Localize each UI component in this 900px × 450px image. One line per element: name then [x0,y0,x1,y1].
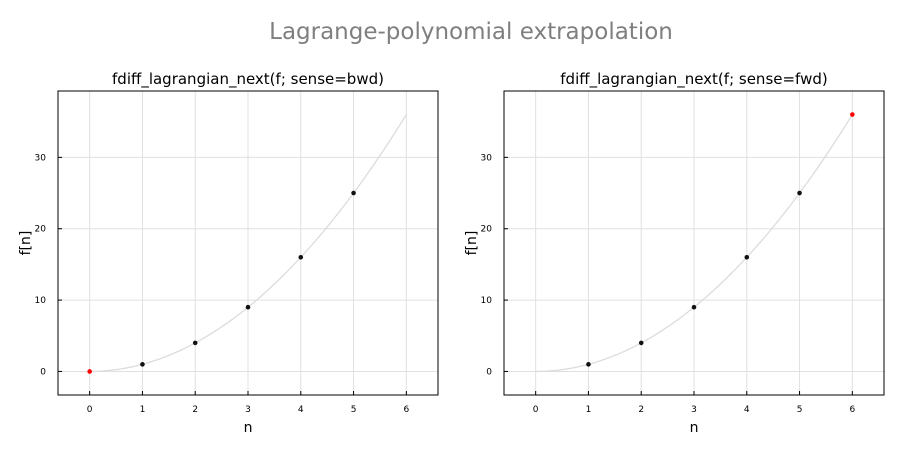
panel-fwd: fdiff_lagrangian_next(f; sense=fwd) n f[… [464,70,885,436]
extrapolated-point-fwd [850,112,855,117]
x-tick-label-fwd: 6 [849,405,855,415]
x-tick-label-bwd: 4 [298,405,304,415]
x-tick-label-fwd: 0 [533,405,539,415]
data-point-fwd [586,362,591,367]
panel-title-bwd: fdiff_lagrangian_next(f; sense=bwd) [112,70,384,89]
y-tick-label-fwd: 20 [481,225,493,235]
y-tick-label-bwd: 0 [40,367,46,377]
y-tick-label-bwd: 20 [35,225,47,235]
data-point-fwd [797,190,802,196]
figure-title: Lagrange-polynomial extrapolation [269,19,673,45]
y-tick-label-fwd: 30 [481,153,493,163]
plot-area-fwd: 0 1 2 3 4 5 6 0 10 20 30 [481,90,885,415]
x-tick-label-fwd: 2 [638,405,644,415]
x-tick-label-fwd: 5 [797,405,803,415]
y-tick-label-fwd: 10 [481,296,493,306]
data-point-bwd [298,254,304,260]
x-tick-label-bwd: 0 [87,405,93,415]
panel-title-fwd: fdiff_lagrangian_next(f; sense=fwd) [560,70,827,89]
panel-bwd: fdiff_lagrangian_next(f; sense=bwd) n f[… [18,70,439,436]
x-tick-label-bwd: 2 [192,405,198,415]
x-tick-label-fwd: 3 [691,405,697,415]
x-tick-label-fwd: 1 [586,405,592,415]
y-tick-label-fwd: 0 [486,367,492,377]
data-point-bwd [192,340,198,346]
y-axis-label-fwd: f[n] [464,231,480,256]
x-axis-label-fwd: n [690,420,699,436]
data-point-bwd [140,362,145,367]
x-tick-label-bwd: 3 [245,405,251,415]
y-tick-label-bwd: 10 [35,296,47,306]
data-point-bwd [351,190,356,196]
y-axis-label-bwd: f[n] [18,231,34,256]
data-point-fwd [691,304,697,310]
x-tick-label-bwd: 6 [403,405,409,415]
y-tick-label-bwd: 30 [35,153,47,163]
data-point-bwd [245,304,251,310]
extrapolated-point-bwd [87,369,92,374]
x-tick-label-bwd: 5 [351,405,357,415]
x-tick-label-bwd: 1 [140,405,146,415]
data-point-fwd [638,340,644,346]
data-point-fwd [744,254,750,260]
x-axis-label-bwd: n [244,420,253,436]
plot-area-bwd: 0 1 2 3 4 5 6 0 10 20 30 [35,90,439,415]
x-tick-label-fwd: 4 [744,405,750,415]
